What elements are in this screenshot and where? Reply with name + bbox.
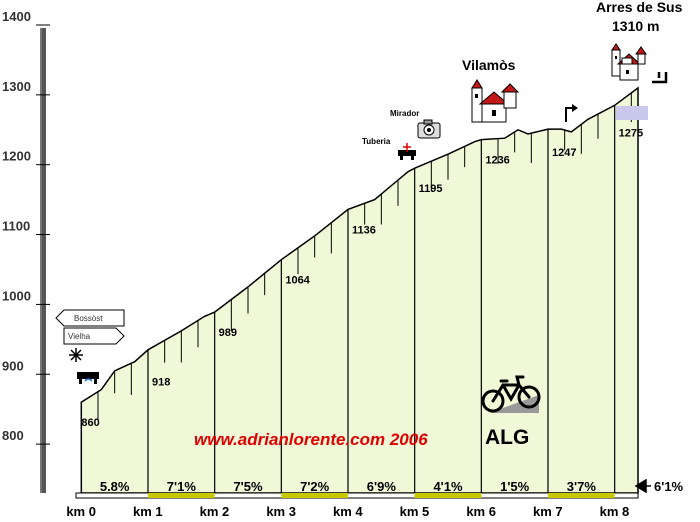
bicycle-icon [481, 375, 541, 413]
summit-name: Arres de Sus [596, 0, 683, 15]
elevation-label: 1247 [552, 147, 576, 159]
last-gradient-label: 6'1% [654, 479, 684, 494]
summit-marker-icon [652, 72, 668, 84]
town-label-vilamos: Vilamòs [462, 57, 516, 73]
profile-spikes [97, 92, 632, 419]
gradient-label: 6'9% [367, 479, 397, 494]
km-label: km 4 [333, 504, 363, 519]
gradient-highlight [548, 493, 615, 498]
summit-elevation: 1310 m [612, 18, 659, 34]
y-tick-label: 1300 [2, 79, 31, 94]
elevation-label: 1275 [619, 127, 643, 139]
km-label: km 1 [133, 504, 163, 519]
credit-text: www.adrianlorente.com 2006 [194, 430, 428, 449]
km-labels: km 0 km 1 km 2 km 3 km 4 km 5 km 6 km 7 km 8 [66, 504, 629, 519]
gradient-label: 4'1% [433, 479, 463, 494]
gradient-label: 1'5% [500, 479, 530, 494]
km-label: km 7 [533, 504, 563, 519]
left-arrow-icon [634, 478, 651, 494]
elevation-label: 860 [81, 417, 99, 429]
gradient-highlight [281, 493, 348, 498]
poi-label-mirador: Mirador [390, 109, 419, 118]
km-label: km 3 [266, 504, 296, 519]
y-tick-label: 1000 [2, 288, 31, 303]
y-tick-label: 1100 [2, 219, 30, 234]
asterisk-icon [69, 348, 83, 362]
gradient-label: 5.8% [100, 479, 130, 494]
gradient-label: 7'5% [233, 479, 263, 494]
elevation-labels: 860 918 989 1064 1136 1195 1236 1247 1275 [81, 127, 643, 429]
y-axis-ticks: 1400 1300 1200 1100 1000 900 800 [2, 9, 50, 445]
poi-label-tuberia: Tuberia [362, 137, 391, 146]
gradient-label: 3'7% [567, 479, 597, 494]
bridge-icon [77, 372, 99, 384]
elevation-label: 1236 [485, 155, 509, 167]
gradient-label: 7'2% [300, 479, 330, 494]
elevation-label: 1195 [419, 183, 443, 195]
sign-bossost-label: Bossòst [74, 314, 103, 323]
km-label: km 2 [200, 504, 230, 519]
summit-elevation-box [616, 106, 648, 120]
gradient-highlight [148, 493, 215, 498]
y-tick-label: 1400 [2, 9, 31, 24]
sign-vielha: Vielha [63, 327, 125, 345]
elevation-label: 1064 [285, 275, 310, 287]
y-tick-label: 800 [2, 428, 24, 443]
pipe-icon [398, 143, 416, 160]
km-label: km 0 [66, 504, 96, 519]
elevation-label: 918 [152, 377, 170, 389]
km-divider-lines [147, 105, 616, 493]
km-label: km 6 [466, 504, 496, 519]
km-label: km 5 [400, 504, 430, 519]
km-label: km 8 [600, 504, 630, 519]
elevation-label: 989 [219, 327, 237, 339]
gradient-label: 7'1% [167, 479, 197, 494]
turn-right-icon [565, 104, 578, 122]
y-tick-label: 900 [2, 358, 24, 373]
gradient-highlight-segments [148, 493, 615, 498]
sign-bossost: Bossòst [55, 309, 125, 327]
church-village-icon [471, 79, 520, 123]
baseline-bar [75, 492, 639, 499]
gradient-highlight [414, 493, 482, 498]
gradient-labels: 5.8% 7'1% 7'5% 7'2% 6'9% 4'1% 1'5% 3'7% [100, 479, 596, 494]
camera-icon [417, 119, 441, 139]
y-tick-label: 1200 [2, 149, 31, 164]
y-axis-bar [40, 28, 46, 493]
brand-logo-text: ALG [485, 426, 529, 449]
sign-vielha-label: Vielha [68, 332, 91, 341]
church-village-icon [611, 43, 647, 81]
elevation-label: 1136 [352, 224, 376, 236]
